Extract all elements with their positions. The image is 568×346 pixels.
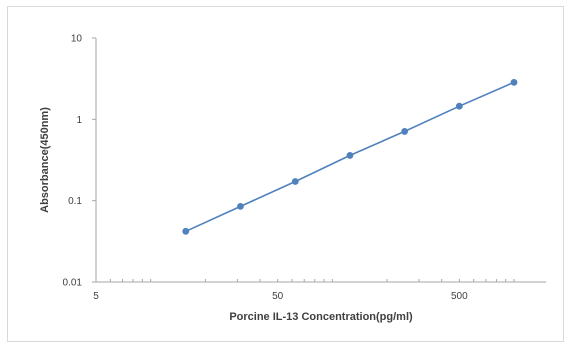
y-tick-label: 0.1 — [68, 196, 82, 207]
x-tick-label: 5 — [93, 291, 99, 302]
data-point — [182, 227, 190, 235]
y-axis-title: Absorbance(450nm) — [39, 107, 51, 213]
y-tick-label: 1 — [76, 115, 82, 126]
x-axis-title: Porcine IL-13 Concentration(pg/ml) — [229, 311, 413, 323]
data-point — [237, 203, 244, 210]
data-point — [291, 178, 299, 185]
x-tick-label: 50 — [272, 291, 284, 302]
chart-axes — [95, 38, 546, 283]
data-point — [510, 78, 518, 86]
x-tick-label: 500 — [451, 291, 468, 302]
series-layer — [182, 78, 518, 235]
y-axis-tick-labels: 0.01 0.1 1 10 — [63, 34, 83, 289]
data-point — [401, 128, 409, 135]
chart-frame — [7, 6, 564, 342]
data-point — [455, 102, 463, 110]
x-axis-ticks — [95, 279, 515, 282]
y-tick-label: 0.01 — [63, 278, 83, 289]
y-axis-ticks — [92, 37, 96, 283]
y-tick-label: 10 — [71, 34, 83, 45]
data-point — [346, 152, 354, 159]
x-axis-tick-labels: 5 50 500 — [93, 291, 468, 302]
